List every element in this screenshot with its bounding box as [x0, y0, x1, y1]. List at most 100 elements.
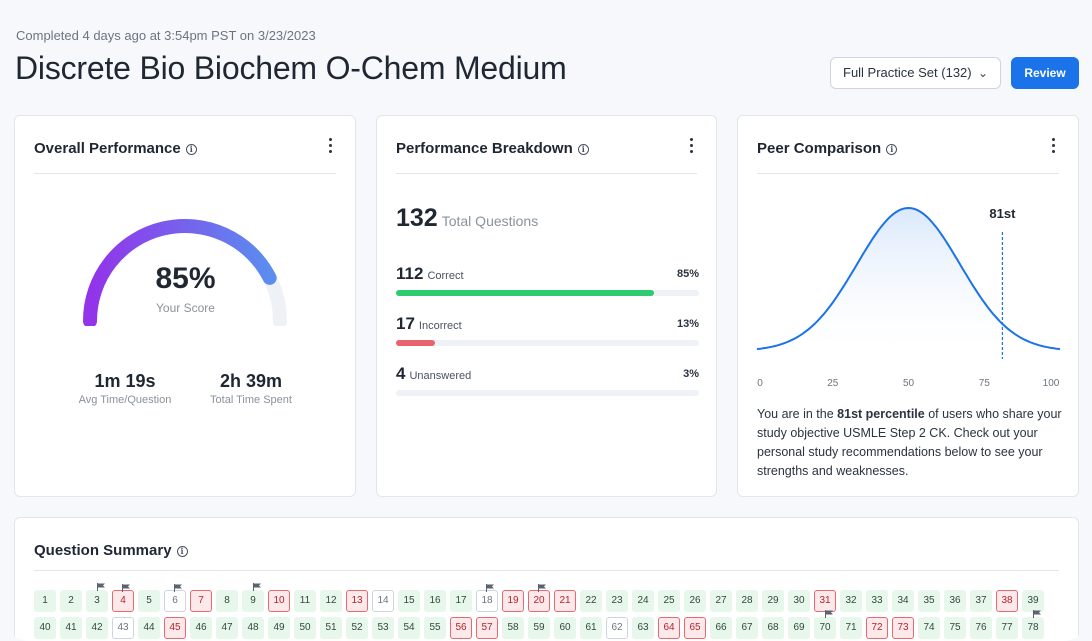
question-cell[interactable]: 20 — [528, 584, 550, 612]
question-cell[interactable]: 35 — [918, 590, 940, 612]
question-cell[interactable]: 30 — [788, 590, 810, 612]
question-cell[interactable]: 29 — [762, 590, 784, 612]
question-cell[interactable]: 14 — [372, 590, 394, 612]
question-cell[interactable]: 4 — [112, 584, 134, 612]
more-options-icon[interactable] — [688, 138, 694, 156]
flag-icon — [97, 583, 105, 591]
question-cell[interactable]: 5 — [138, 590, 160, 612]
question-cell[interactable]: 69 — [788, 617, 810, 639]
question-cell[interactable]: 46 — [190, 617, 212, 639]
info-icon[interactable]: i — [577, 144, 589, 155]
question-cell[interactable]: 54 — [398, 617, 420, 639]
question-cell[interactable]: 1 — [34, 590, 56, 612]
question-cell[interactable]: 36 — [944, 590, 966, 612]
question-cell[interactable]: 40 — [34, 617, 56, 639]
practice-set-select[interactable]: Full Practice Set (132) ⌄ — [830, 57, 1001, 89]
question-cell[interactable]: 62 — [606, 617, 628, 639]
more-options-icon[interactable] — [327, 138, 333, 156]
question-cell[interactable]: 48 — [242, 617, 264, 639]
question-cell[interactable]: 7 — [190, 590, 212, 612]
question-cell[interactable]: 12 — [320, 590, 342, 612]
info-icon[interactable]: i — [886, 144, 898, 155]
question-cell[interactable]: 31 — [814, 590, 836, 612]
question-cell[interactable]: 8 — [216, 590, 238, 612]
review-button[interactable]: Review — [1011, 57, 1079, 89]
question-cell[interactable]: 56 — [450, 617, 472, 639]
question-cell[interactable]: 49 — [268, 617, 290, 639]
completed-timestamp: Completed 4 days ago at 3:54pm PST on 3/… — [16, 28, 316, 43]
question-cell[interactable]: 53 — [372, 617, 394, 639]
question-cell[interactable]: 2 — [60, 590, 82, 612]
question-cell[interactable]: 27 — [710, 590, 732, 612]
question-cell[interactable]: 60 — [554, 617, 576, 639]
question-cell[interactable]: 55 — [424, 617, 446, 639]
question-cell[interactable]: 3 — [86, 583, 108, 612]
question-cell[interactable]: 15 — [398, 590, 420, 612]
question-cell[interactable]: 66 — [710, 617, 732, 639]
question-cell[interactable]: 18 — [476, 584, 498, 612]
question-cell[interactable]: 19 — [502, 590, 524, 612]
question-cell[interactable]: 58 — [502, 617, 524, 639]
question-cell[interactable]: 37 — [970, 590, 992, 612]
question-cell[interactable]: 34 — [892, 590, 914, 612]
question-cell[interactable]: 28 — [736, 590, 758, 612]
question-cell[interactable]: 65 — [684, 617, 706, 639]
question-cell[interactable]: 23 — [606, 590, 628, 612]
info-icon[interactable]: i — [176, 546, 188, 557]
question-cell[interactable]: 57 — [476, 617, 498, 639]
flag-icon — [825, 610, 833, 618]
question-cell[interactable]: 42 — [86, 617, 108, 639]
flag-icon — [486, 584, 494, 592]
more-options-icon[interactable] — [1050, 138, 1056, 156]
divider — [34, 173, 336, 174]
flag-icon — [122, 584, 130, 592]
question-cell[interactable]: 43 — [112, 617, 134, 639]
question-cell[interactable]: 59 — [528, 617, 550, 639]
question-cell[interactable]: 26 — [684, 590, 706, 612]
unanswered-label: Unanswered — [409, 370, 472, 382]
breakdown-row-unanswered: 4 Unanswered 3% — [396, 364, 699, 396]
question-cell[interactable]: 70 — [814, 610, 836, 639]
question-cell[interactable]: 22 — [580, 590, 602, 612]
question-cell[interactable]: 13 — [346, 590, 368, 612]
question-cell[interactable]: 10 — [268, 590, 290, 612]
question-cell[interactable]: 38 — [996, 590, 1018, 612]
question-cell[interactable]: 78 — [1022, 610, 1044, 639]
question-cell[interactable]: 71 — [840, 617, 862, 639]
question-cell[interactable]: 72 — [866, 617, 888, 639]
question-cell[interactable]: 17 — [450, 590, 472, 612]
correct-bar-track — [396, 290, 699, 296]
question-cell[interactable]: 21 — [554, 590, 576, 612]
question-cell[interactable]: 51 — [320, 617, 342, 639]
correct-label: Correct — [427, 270, 464, 282]
question-cell[interactable]: 9 — [242, 583, 264, 612]
question-cell[interactable]: 64 — [658, 617, 680, 639]
question-cell[interactable]: 11 — [294, 590, 316, 612]
x-tick-label: 75 — [979, 378, 991, 389]
question-cell[interactable]: 24 — [632, 590, 654, 612]
question-cell[interactable]: 63 — [632, 617, 654, 639]
question-cell[interactable]: 16 — [424, 590, 446, 612]
question-cell[interactable]: 77 — [996, 617, 1018, 639]
question-cell[interactable]: 75 — [944, 617, 966, 639]
peer-summary-text: You are in the 81st percentile of users … — [757, 405, 1062, 481]
question-cell[interactable]: 50 — [294, 617, 316, 639]
question-cell[interactable]: 33 — [866, 590, 888, 612]
question-cell[interactable]: 44 — [138, 617, 160, 639]
question-cell[interactable]: 74 — [918, 617, 940, 639]
question-cell[interactable]: 68 — [762, 617, 784, 639]
question-cell[interactable]: 39 — [1022, 590, 1044, 612]
question-cell[interactable]: 76 — [970, 617, 992, 639]
question-cell[interactable]: 47 — [216, 617, 238, 639]
question-cell[interactable]: 6 — [164, 584, 186, 612]
info-icon[interactable]: i — [185, 144, 197, 155]
question-cell[interactable]: 73 — [892, 617, 914, 639]
question-cell[interactable]: 61 — [580, 617, 602, 639]
question-cell[interactable]: 52 — [346, 617, 368, 639]
question-cell[interactable]: 67 — [736, 617, 758, 639]
question-cell[interactable]: 45 — [164, 617, 186, 639]
question-cell[interactable]: 32 — [840, 590, 862, 612]
question-cell[interactable]: 25 — [658, 590, 680, 612]
incorrect-bar-fill — [396, 340, 436, 346]
question-cell[interactable]: 41 — [60, 617, 82, 639]
